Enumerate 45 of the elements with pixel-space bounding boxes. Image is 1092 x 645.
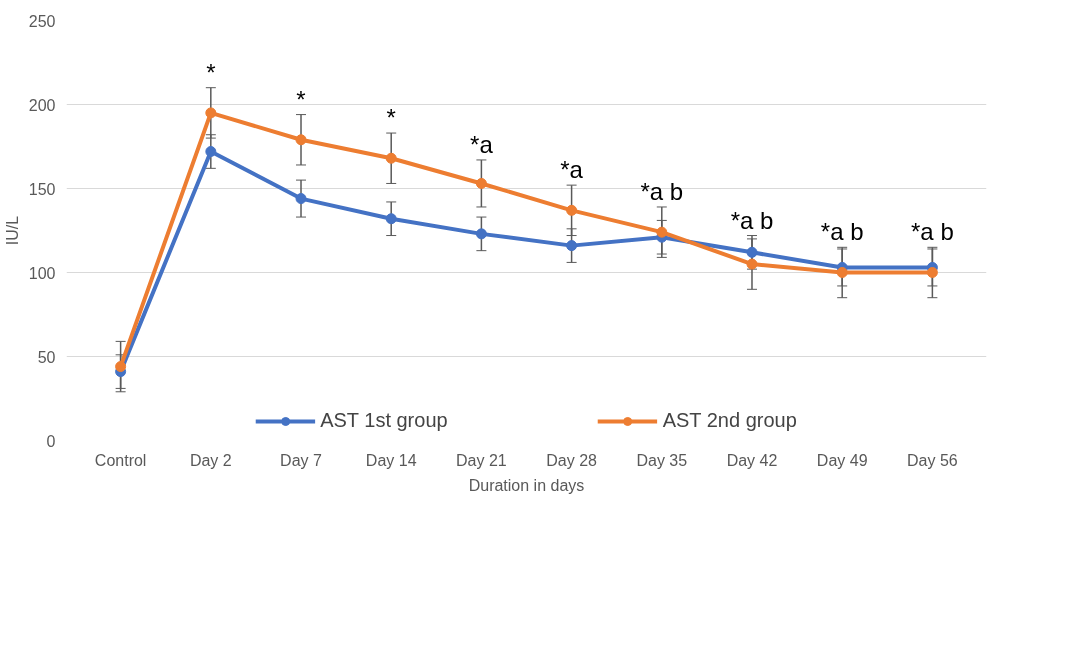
point xyxy=(475,228,487,240)
annotation: * xyxy=(296,85,306,113)
x-tick-label: Day 35 xyxy=(636,451,688,469)
x-tick-label: Day 49 xyxy=(816,451,868,469)
point xyxy=(205,107,217,119)
annotation: *a b xyxy=(640,177,684,205)
point xyxy=(385,152,397,164)
annotation: * xyxy=(206,58,216,86)
annotation: *a b xyxy=(820,218,864,246)
x-tick-label: Day 21 xyxy=(456,451,507,469)
point xyxy=(656,226,668,238)
point xyxy=(295,134,307,146)
x-tick-label: Day 42 xyxy=(726,451,778,469)
point xyxy=(746,258,758,270)
annotation: *a xyxy=(560,156,584,184)
y-tick-label: 200 xyxy=(28,96,56,114)
x-tick-label: Day 14 xyxy=(365,451,417,469)
point xyxy=(115,361,127,373)
x-tick-label: Day 2 xyxy=(189,451,232,469)
legend-label: AST 2nd group xyxy=(662,409,797,432)
x-tick-label: Day 28 xyxy=(546,451,598,469)
annotation: * xyxy=(386,104,396,132)
point xyxy=(205,146,217,158)
point xyxy=(746,246,758,258)
y-tick-label: 250 xyxy=(28,12,56,30)
x-tick-label: Day 56 xyxy=(907,451,958,469)
y-axis-title: IU/L xyxy=(3,215,21,246)
point xyxy=(566,240,578,252)
y-tick-label: 50 xyxy=(37,348,56,366)
point xyxy=(385,213,397,225)
point xyxy=(926,267,938,278)
legend-label: AST 1st group xyxy=(320,409,448,432)
point xyxy=(836,267,848,278)
x-tick-label: Control xyxy=(94,451,147,469)
y-tick-label: 150 xyxy=(28,180,56,198)
annotation: *a b xyxy=(911,218,954,246)
x-axis-title: Duration in days xyxy=(468,476,585,494)
annotation: *a xyxy=(470,130,494,158)
annotation: *a b xyxy=(730,206,774,234)
point xyxy=(295,193,307,205)
y-tick-label: 0 xyxy=(46,432,56,450)
x-tick-label: Day 7 xyxy=(280,451,323,469)
point xyxy=(566,204,578,216)
point xyxy=(475,177,487,189)
y-tick-label: 100 xyxy=(28,264,56,282)
